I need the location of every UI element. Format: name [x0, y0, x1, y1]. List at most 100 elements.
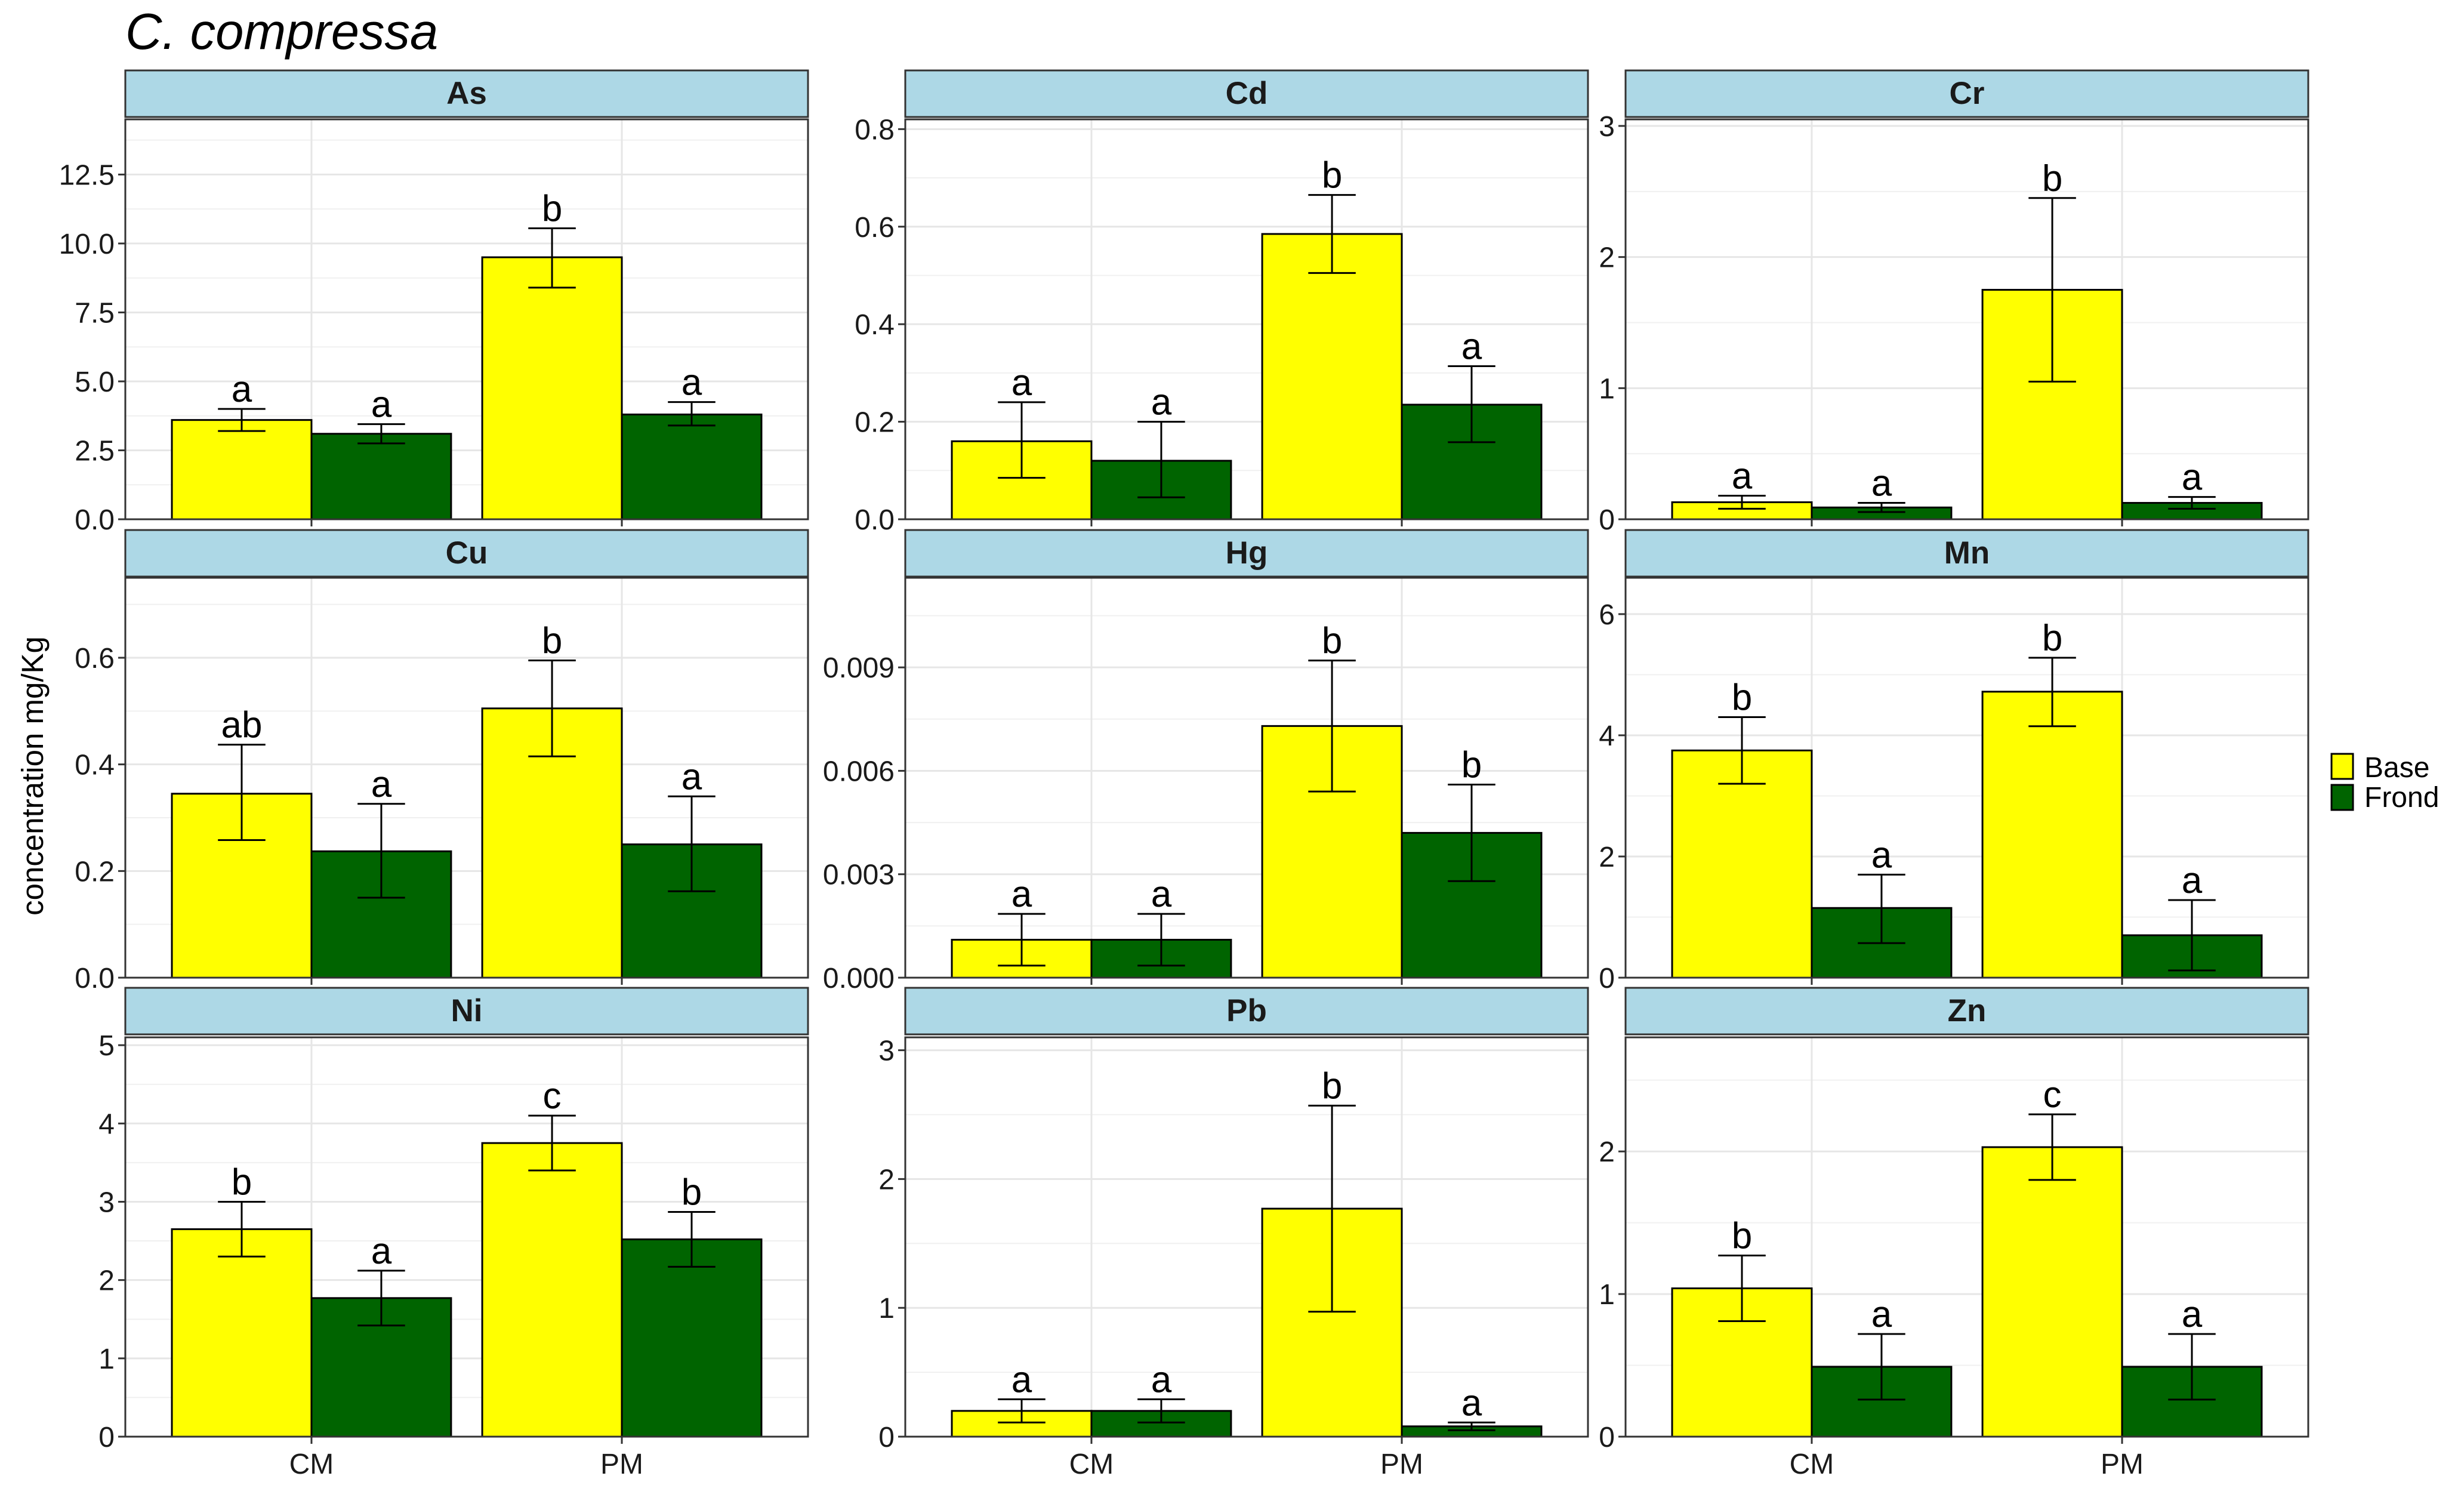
significance-letter: c	[2043, 1074, 2062, 1116]
facet-strip	[124, 69, 809, 118]
y-tick-label: 0.4	[75, 750, 115, 781]
facet-strip-label-zn: Zn	[1948, 993, 1987, 1028]
significance-letter: b	[681, 1172, 702, 1213]
y-tick-label: 0.6	[855, 212, 895, 244]
significance-letter: ab	[221, 705, 263, 746]
significance-letter: a	[1871, 1294, 1892, 1335]
legend-swatch-base	[2330, 753, 2354, 780]
panel-border	[124, 577, 809, 979]
y-tick-label: 2	[1599, 1136, 1615, 1168]
significance-letter: a	[371, 384, 392, 426]
facet-strip-label-as: As	[446, 76, 487, 111]
significance-letter: a	[232, 369, 252, 410]
panel-background	[905, 1037, 1588, 1437]
facet-strip-label-pb: Pb	[1226, 993, 1267, 1028]
panel-border	[904, 577, 1589, 979]
y-tick-label: 5	[98, 1030, 115, 1062]
significance-letter: b	[2042, 618, 2062, 659]
y-tick-label: 1	[1599, 373, 1615, 405]
y-tick-label: 0.6	[75, 643, 115, 674]
significance-letter: b	[1322, 621, 1342, 662]
significance-letter: a	[2182, 860, 2203, 901]
significance-letter: a	[1151, 1359, 1172, 1400]
facet-strip-label-ni: Ni	[451, 993, 483, 1028]
significance-letter: a	[2182, 457, 2203, 498]
significance-letter: b	[1322, 155, 1342, 196]
y-tick-label: 0.8	[855, 114, 895, 146]
significance-letter: a	[371, 764, 392, 805]
y-tick-label: 1	[878, 1293, 895, 1324]
y-tick-label: 0.0	[75, 963, 115, 994]
facet-strip	[904, 69, 1589, 118]
facet-strip	[1624, 69, 2309, 118]
y-tick-label: 6	[1599, 599, 1615, 631]
panel-border	[1624, 577, 2309, 979]
significance-letter: b	[2042, 158, 2062, 199]
y-tick-label: 0	[878, 1422, 895, 1453]
y-tick-label: 0.2	[75, 856, 115, 888]
y-tick-label: 10.0	[59, 229, 115, 260]
facet-strip	[904, 987, 1589, 1036]
y-tick-label: 3	[878, 1036, 895, 1067]
significance-letter: a	[681, 756, 702, 797]
bar-as-cm-base	[171, 419, 313, 520]
facet-strip	[904, 529, 1589, 578]
panel-as: a a b a 0.0 2.5 5.0 7.5 10.0 12.5 As	[59, 69, 809, 536]
significance-letter: a	[1732, 455, 1753, 497]
y-tick-label: 0.0	[855, 504, 895, 536]
x-tick-label: CM	[1069, 1449, 1114, 1480]
significance-letter: a	[1151, 874, 1172, 915]
y-tick-label: 4	[1599, 720, 1615, 752]
y-tick-label: 1	[1599, 1279, 1615, 1311]
y-tick-label: 5.0	[75, 366, 115, 398]
y-tick-label: 2	[1599, 242, 1615, 274]
panel-mn: b a b a 0 2 4 6 Mn	[1599, 529, 2309, 994]
y-tick-label: 0.0	[75, 504, 115, 536]
x-tick-label: PM	[2101, 1449, 2144, 1480]
significance-letter: b	[1461, 745, 1482, 786]
bar-as-pm-base	[481, 256, 623, 520]
significance-letter: b	[1732, 677, 1752, 718]
significance-letter: b	[542, 189, 562, 230]
panel-border	[124, 1036, 809, 1438]
y-tick-label: 2	[1599, 842, 1615, 873]
significance-letter: a	[1151, 382, 1172, 423]
panel-ni: b a c b 0 1 2 3 4 5 CM PM Ni	[98, 987, 809, 1480]
y-tick-label: 0.003	[823, 859, 895, 891]
bar-zn-pm-base	[1981, 1146, 2123, 1438]
y-tick-label: 0	[1599, 504, 1615, 536]
y-tick-label: 0.000	[823, 963, 895, 994]
bar-mn-pm-base	[1981, 691, 2123, 979]
y-tick-label: 0	[1599, 963, 1615, 994]
significance-letter: a	[1871, 834, 1892, 876]
facet-strip	[124, 529, 809, 578]
significance-letter: b	[1322, 1065, 1342, 1107]
significance-letter: a	[681, 362, 702, 403]
significance-letter: a	[2182, 1294, 2203, 1335]
bar-ni-pm-frond	[621, 1238, 763, 1438]
facet-strip	[1624, 987, 2309, 1036]
panel-cd: a a b a 0.0 0.2 0.4 0.6 0.8 Cd	[855, 69, 1589, 536]
y-tick-label: 1	[98, 1344, 115, 1375]
y-tick-label: 3	[98, 1187, 115, 1218]
y-tick-label: 2	[878, 1164, 895, 1196]
y-axis-title: concentration mg/Kg	[16, 636, 50, 916]
y-tick-label: 0.006	[823, 756, 895, 787]
significance-letter: a	[1011, 874, 1032, 915]
significance-letter: a	[371, 1231, 392, 1272]
facet-strip-label-cu: Cu	[446, 535, 488, 571]
significance-letter: a	[1461, 326, 1482, 367]
significance-letter: a	[1011, 362, 1032, 403]
facet-strip	[124, 987, 809, 1036]
y-tick-label: 2	[98, 1265, 115, 1297]
facet-strip-label-mn: Mn	[1944, 535, 1990, 571]
significance-letter: a	[1461, 1382, 1482, 1424]
legend-label-base: Base	[2364, 752, 2429, 784]
significance-letter: a	[1011, 1359, 1032, 1400]
x-tick-label: CM	[289, 1449, 334, 1480]
panel-cr: a a b a 0 1 2 3 Cr	[1599, 69, 2309, 536]
panel-border	[1624, 118, 2309, 520]
panel-background	[1626, 119, 2308, 519]
